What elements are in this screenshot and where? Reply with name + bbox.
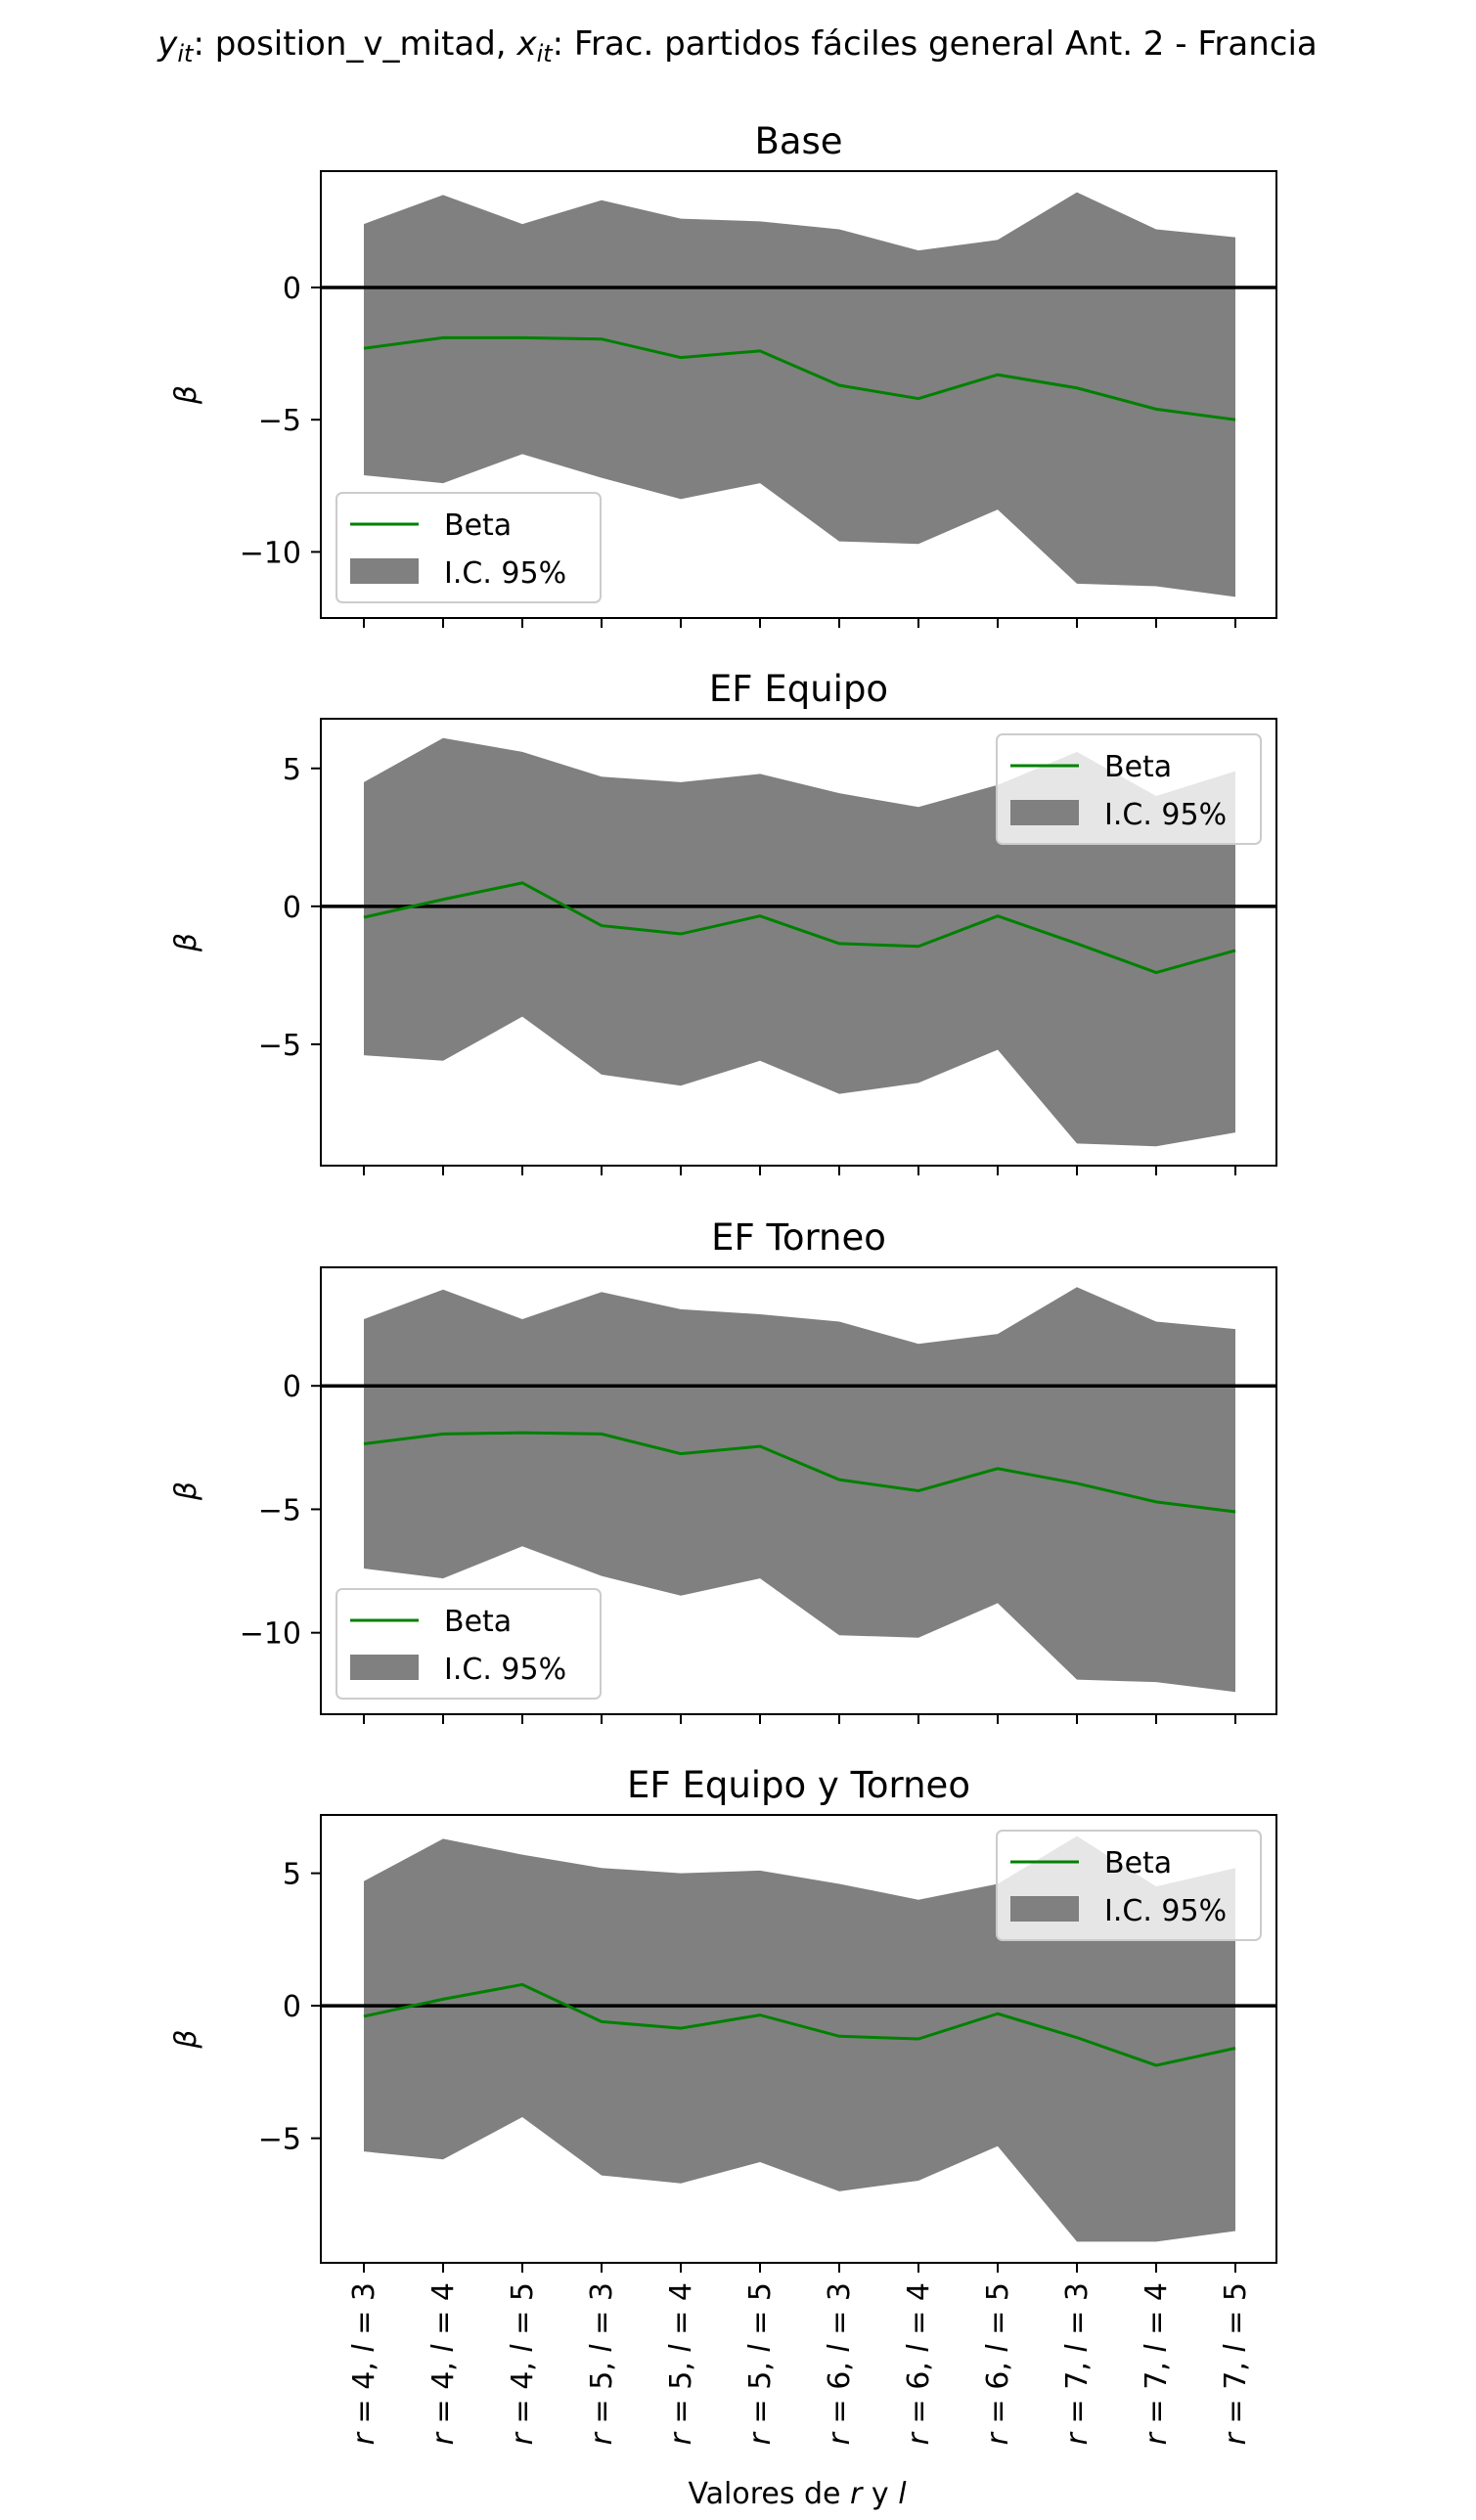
y-tick-label: −10 [240,1617,301,1652]
axes-frame [320,170,1277,619]
legend-entry-beta: Beta [444,508,512,543]
y-tick-label: −5 [258,1493,301,1527]
y-tick-label: 5 [283,1858,301,1892]
axes-frame [320,1266,1277,1715]
panel-title: EF Equipo [709,668,888,710]
legend-entry-ci: I.C. 95% [444,556,566,591]
beta-line [363,1982,1236,2067]
x-tick-label: r = 7, l = 3 [1060,2282,1095,2445]
y-axis-label: β [169,2029,203,2049]
y-tick-label: −5 [258,1029,301,1063]
legend-entry-ci: I.C. 95% [1104,1894,1227,1928]
legend: Beta I.C. 95% [335,1588,602,1700]
y-tick-label: −5 [258,2123,301,2157]
panel-title: Base [754,120,842,162]
beta-line [363,335,1236,421]
x-tick-label: r = 7, l = 4 [1140,2282,1174,2445]
x-tick-label: r = 5, l = 3 [585,2282,619,2445]
ci-band [364,1287,1235,1693]
x-tick-label: r = 4, l = 4 [426,2282,461,2445]
axes-frame [320,1814,1277,2264]
x-tick-label: r = 6, l = 3 [823,2282,857,2445]
legend-band-swatch [1010,1896,1079,1922]
x-tick-label: r = 6, l = 4 [902,2282,936,2445]
y-tick-label: −10 [240,536,301,570]
legend-entry-ci: I.C. 95% [444,1653,566,1687]
ci-band [364,192,1235,597]
axes-frame [320,718,1277,1167]
x-tick-label: r = 4, l = 3 [347,2282,381,2445]
legend: Beta I.C. 95% [996,1830,1262,1941]
chart-panel: EF Torneo 0 −5 −10 β Beta I.C. 95% [169,1216,1277,1724]
figure-suptitle: yit: position_v_mitad, xit: Frac. partid… [157,24,1318,67]
x-axis-label: Valores de r y l [688,2477,907,2511]
panel-title: EF Torneo [711,1216,886,1259]
legend-band-swatch [350,1655,419,1680]
legend: Beta I.C. 95% [996,733,1262,845]
y-axis-label: β [169,1481,203,1501]
legend: Beta I.C. 95% [335,492,602,603]
chart-panel: EF Equipo 5 0 −5 β Beta I.C. 95% [169,668,1277,1175]
legend-entry-beta: Beta [444,1605,512,1639]
y-tick-label: 0 [283,1370,301,1404]
y-tick-label: 0 [283,1990,301,2024]
y-axis-label: β [169,385,203,405]
legend-band-swatch [350,558,419,584]
y-axis-label: β [169,933,203,952]
legend-entry-beta: Beta [1104,1846,1172,1880]
x-tick-label: r = 6, l = 5 [981,2282,1015,2445]
y-tick-label: 0 [283,272,301,306]
beta-line [363,1431,1236,1514]
chart-panel: EF Equipo y Torneo 5 0 −5 β r = 4, l = 3 r = 4… [169,1764,1277,2445]
beta-line [363,881,1236,975]
chart-panel: Base 0 −5 −10 β Beta I.C. 95% [169,120,1277,628]
x-tick-label: r = 4, l = 5 [506,2282,540,2445]
x-tick-label: r = 5, l = 5 [743,2282,778,2445]
legend-entry-beta: Beta [1104,750,1172,784]
x-tick-label: r = 5, l = 4 [664,2282,698,2445]
y-tick-label: −5 [258,404,301,438]
y-tick-label: 0 [283,891,301,925]
chart-panels: Base 0 −5 −10 β Beta I.C. 95% EF Equipo 5 0 −5 β Bet… [169,120,1277,2445]
x-tick-label: r = 7, l = 5 [1219,2282,1253,2445]
legend-band-swatch [1010,800,1079,825]
legend-entry-ci: I.C. 95% [1104,798,1227,832]
y-tick-label: 5 [283,753,301,787]
panel-title: EF Equipo y Torneo [627,1764,970,1806]
